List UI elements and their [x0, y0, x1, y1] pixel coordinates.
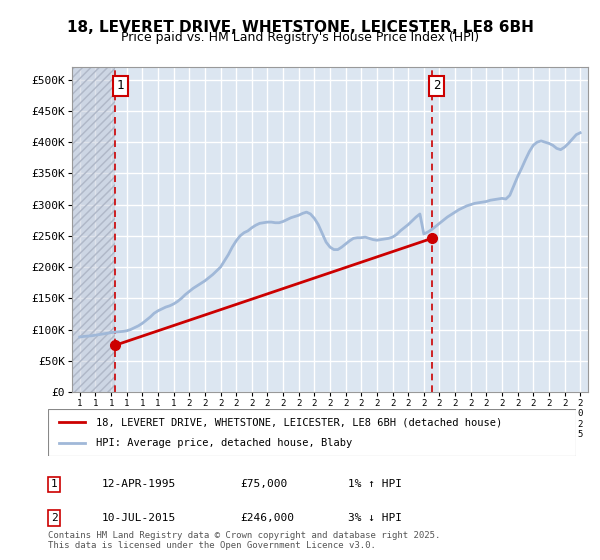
Text: Contains HM Land Registry data © Crown copyright and database right 2025.
This d: Contains HM Land Registry data © Crown c… — [48, 530, 440, 550]
Text: 2: 2 — [50, 513, 58, 523]
Text: 18, LEVERET DRIVE, WHETSTONE, LEICESTER, LE8 6BH: 18, LEVERET DRIVE, WHETSTONE, LEICESTER,… — [67, 20, 533, 35]
Text: 18, LEVERET DRIVE, WHETSTONE, LEICESTER, LE8 6BH (detached house): 18, LEVERET DRIVE, WHETSTONE, LEICESTER,… — [95, 417, 502, 427]
Text: Price paid vs. HM Land Registry's House Price Index (HPI): Price paid vs. HM Land Registry's House … — [121, 31, 479, 44]
FancyBboxPatch shape — [48, 409, 576, 456]
Text: HPI: Average price, detached house, Blaby: HPI: Average price, detached house, Blab… — [95, 438, 352, 448]
Text: 3% ↓ HPI: 3% ↓ HPI — [348, 513, 402, 523]
Text: £246,000: £246,000 — [240, 513, 294, 523]
Text: 2: 2 — [433, 80, 440, 92]
Text: 1: 1 — [50, 479, 58, 489]
Bar — [72, 67, 115, 392]
Text: £75,000: £75,000 — [240, 479, 287, 489]
Text: 1: 1 — [116, 80, 124, 92]
Text: 12-APR-1995: 12-APR-1995 — [102, 479, 176, 489]
Bar — [72, 67, 115, 392]
Text: 1% ↑ HPI: 1% ↑ HPI — [348, 479, 402, 489]
Text: 10-JUL-2015: 10-JUL-2015 — [102, 513, 176, 523]
